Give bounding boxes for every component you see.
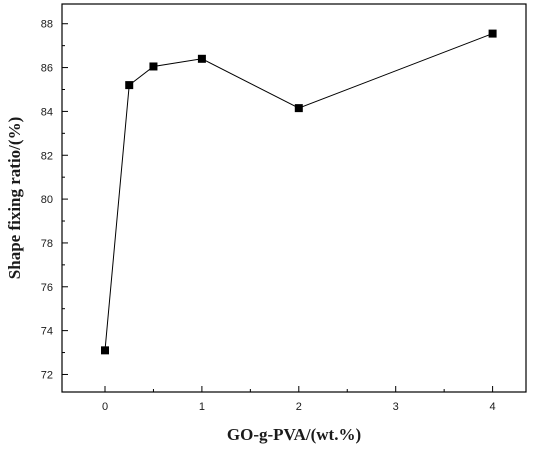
x-axis-title: GO-g-PVA/(wt.%) bbox=[227, 425, 361, 444]
data-point-marker bbox=[488, 29, 497, 38]
y-tick-label: 80 bbox=[41, 194, 53, 206]
data-point-marker bbox=[149, 62, 158, 71]
x-tick-label: 1 bbox=[199, 401, 205, 413]
x-tick-label: 0 bbox=[102, 401, 108, 413]
data-markers bbox=[101, 29, 497, 355]
series-line bbox=[104, 33, 493, 351]
data-point-marker bbox=[125, 81, 134, 90]
data-point-marker bbox=[197, 54, 206, 63]
y-axis-title: Shape fixing ratio/(%) bbox=[5, 117, 24, 279]
x-axis: 0 1 2 3 4 bbox=[102, 386, 496, 413]
x-tick-label: 4 bbox=[490, 401, 496, 413]
x-tick-label: 2 bbox=[296, 401, 302, 413]
data-point-marker bbox=[101, 346, 109, 355]
y-tick-label: 76 bbox=[41, 282, 53, 294]
plot-frame bbox=[61, 3, 527, 393]
y-tick-label: 72 bbox=[41, 369, 53, 381]
y-tick-label: 86 bbox=[41, 63, 53, 75]
data-point-marker bbox=[294, 104, 303, 113]
y-tick-label: 78 bbox=[41, 238, 53, 250]
y-tick-label: 74 bbox=[41, 326, 53, 338]
y-tick-label: 88 bbox=[41, 19, 53, 31]
y-axis: 72 74 76 78 80 82 84 86 88 bbox=[41, 19, 68, 381]
y-tick-label: 82 bbox=[41, 150, 53, 162]
y-tick-label: 84 bbox=[41, 106, 53, 118]
x-tick-label: 3 bbox=[393, 401, 399, 413]
